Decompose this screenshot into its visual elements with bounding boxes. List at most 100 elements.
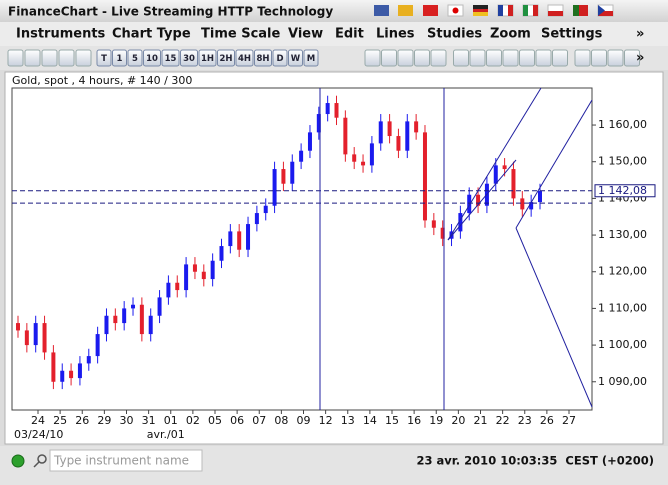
toolbar-icon[interactable] (381, 49, 397, 67)
candle-body (396, 136, 401, 151)
candle-body (60, 370, 65, 382)
toolbar-more[interactable]: » (636, 51, 644, 66)
menu-item[interactable]: Settings (541, 27, 603, 42)
candle-body (157, 297, 162, 316)
menu-item[interactable]: Instruments (16, 27, 106, 42)
candle-body (139, 304, 144, 335)
candle-body (334, 103, 339, 118)
x-tick-label: 25 (53, 414, 67, 427)
drawn-lines (319, 87, 593, 410)
candle-body (113, 315, 118, 324)
x-tick-label: 15 (385, 414, 399, 427)
toolbar-icon[interactable] (574, 49, 591, 67)
menu-bar (0, 22, 668, 46)
toolbar-button-label: T (101, 54, 107, 64)
menu-item[interactable]: Lines (376, 27, 415, 42)
x-tick-label: 26 (75, 414, 89, 427)
candle-body (131, 304, 136, 309)
candle-body (104, 315, 109, 335)
toolbar-button[interactable] (112, 49, 127, 67)
toolbar-button[interactable] (217, 49, 235, 67)
candle-body (520, 198, 525, 210)
price-marker-label: 1 142,08 (598, 184, 647, 197)
candle-body (228, 231, 233, 247)
chart-title: Gold, spot , 4 hours, # 140 / 300 (12, 74, 192, 87)
x-tick-label: 05 (208, 414, 222, 427)
candle-body (369, 143, 374, 166)
toolbar-icon[interactable] (519, 49, 535, 67)
menu-item[interactable]: Chart Type (112, 27, 191, 42)
toolbar-icon[interactable] (552, 49, 568, 67)
toolbar-icon[interactable] (502, 49, 519, 67)
x-tick-label: 02 (186, 414, 200, 427)
x-tick-label: 21 (474, 414, 488, 427)
toolbar-icon[interactable] (75, 49, 92, 67)
toolbar-button[interactable] (235, 49, 254, 67)
search-box[interactable] (49, 449, 203, 472)
toolbar-button[interactable] (161, 49, 180, 67)
toolbar-icon[interactable] (591, 49, 607, 67)
candle-body (493, 165, 498, 184)
toolbar-icon[interactable] (624, 49, 640, 67)
toolbar-icon[interactable] (469, 49, 486, 67)
toolbar-icon[interactable] (414, 49, 430, 67)
toolbar-icon[interactable] (453, 49, 469, 67)
candle-body (237, 231, 242, 250)
toolbar-button-label: 10 (146, 54, 158, 64)
toolbar-icon[interactable] (430, 49, 447, 67)
toolbar-icon[interactable] (24, 49, 41, 67)
toolbar-icon[interactable] (486, 49, 502, 67)
candle-body (422, 132, 427, 221)
toolbar-button-label: 2H (219, 54, 232, 64)
toolbar-icon[interactable] (58, 49, 75, 67)
candle-body (431, 220, 436, 228)
candle-body (77, 363, 82, 379)
toolbar-button-label: D (276, 54, 283, 64)
toolbar-icon[interactable] (41, 49, 58, 67)
menu-item[interactable]: Studies (427, 27, 482, 42)
toolbar-icon[interactable] (7, 49, 24, 67)
status-datetime: 23 avr. 2010 10:03:35 CEST (+0200) (417, 454, 654, 468)
toolbar-button[interactable] (254, 49, 272, 67)
toolbar-button[interactable] (143, 49, 161, 67)
candle-body (352, 154, 357, 162)
toolbar-button[interactable] (303, 49, 319, 67)
candle-body (325, 103, 330, 115)
plot-area (11, 87, 593, 411)
toolbar-icon[interactable] (607, 49, 624, 67)
menu-item[interactable]: View (288, 27, 323, 42)
toolbar-icon[interactable] (397, 49, 414, 67)
x-tick-label: 27 (562, 414, 576, 427)
toolbar-button[interactable] (288, 49, 303, 67)
x-tick-label: 16 (407, 414, 421, 427)
x-tick-label: 20 (451, 414, 465, 427)
toolbar-button[interactable] (198, 49, 217, 67)
y-tick-label: 1 110,00 (598, 301, 647, 314)
toolbar-button[interactable] (127, 49, 143, 67)
toolbar-button[interactable] (272, 49, 288, 67)
menu-item[interactable]: Time Scale (201, 27, 281, 42)
toolbar-button[interactable] (180, 49, 198, 67)
candle-body (24, 330, 29, 346)
toolbar-button[interactable] (96, 49, 112, 67)
candle-body (511, 169, 516, 199)
candle-body (387, 121, 392, 137)
toolbar-button-label: 8H (256, 54, 269, 64)
menu-item[interactable]: Edit (335, 27, 364, 42)
candle-body (33, 323, 38, 346)
candle-body (290, 161, 295, 184)
x-tick-label: 19 (429, 414, 443, 427)
candle-body (219, 246, 224, 261)
x-tick-label: 14 (363, 414, 377, 427)
toolbar-button-label: 30 (183, 54, 195, 64)
candle-body (361, 161, 366, 166)
candle-body (254, 213, 259, 225)
x-tick-label: 06 (230, 414, 244, 427)
language-flags (374, 4, 614, 17)
toolbar-icon[interactable] (364, 49, 381, 67)
menu-item[interactable]: Zoom (490, 27, 531, 42)
menu-item[interactable]: » (636, 27, 644, 42)
toolbar-icon[interactable] (535, 49, 552, 67)
x-tick-label: 09 (297, 414, 311, 427)
